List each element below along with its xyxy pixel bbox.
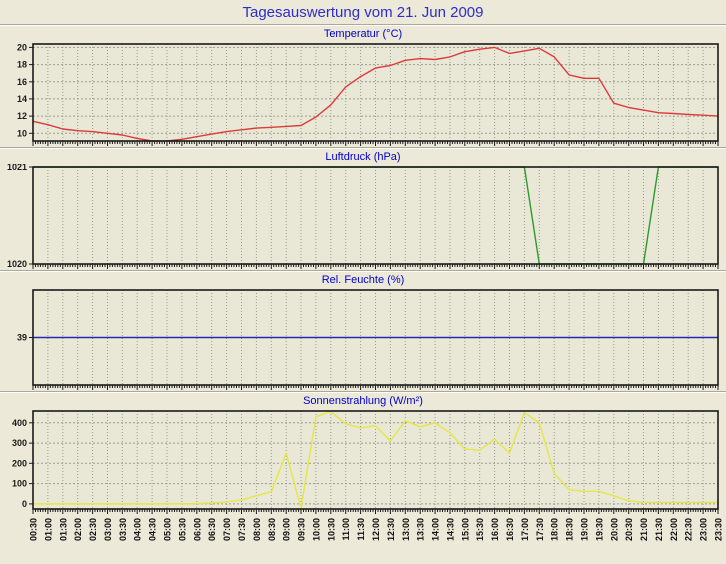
section-pressure: Luftdruck (hPa) 1021 1020 bbox=[0, 149, 726, 270]
chart-title-humidity: Rel. Feuchte (%) bbox=[321, 274, 405, 286]
x-tick-label: 12:00 bbox=[371, 518, 381, 541]
temperature-chart: 20 18 16 14 12 10 bbox=[17, 42, 719, 146]
x-tick-label: 22:30 bbox=[684, 518, 694, 541]
vertical-gridlines bbox=[47, 44, 704, 141]
y-tick-label: 0 bbox=[22, 499, 27, 509]
x-tick-label: 14:00 bbox=[431, 518, 441, 541]
x-tick-label: 02:30 bbox=[88, 518, 98, 541]
x-tick-label: 09:30 bbox=[297, 518, 307, 541]
x-tick-label: 16:00 bbox=[490, 518, 500, 541]
x-tick-label: 21:00 bbox=[639, 518, 649, 541]
y-axis: 1021 1020 bbox=[7, 164, 33, 269]
divider bbox=[0, 270, 726, 272]
x-tick-label: 05:30 bbox=[177, 518, 187, 541]
radiation-chart: 400 300 200 100 000:30 01:00 01:30 02:00 02:30 03… bbox=[12, 410, 724, 541]
divider bbox=[0, 24, 726, 26]
x-tick-label: 19:30 bbox=[594, 518, 604, 541]
x-tick-label: 04:00 bbox=[133, 518, 143, 541]
x-tick-label: 23:30 bbox=[714, 518, 724, 541]
y-axis: 20 18 16 14 12 10 bbox=[17, 42, 718, 138]
x-tick-label: 21:30 bbox=[654, 518, 664, 541]
x-tick-label: 20:00 bbox=[609, 518, 619, 541]
series-line bbox=[32, 46, 719, 142]
vertical-gridlines bbox=[47, 411, 704, 509]
x-tick-label: 10:00 bbox=[311, 518, 321, 541]
page-title: Tagesauswertung vom 21. Jun 2009 bbox=[242, 4, 484, 21]
x-tick-row bbox=[32, 509, 719, 514]
x-tick-label: 17:30 bbox=[535, 518, 545, 541]
x-tick-label: 13:30 bbox=[416, 518, 426, 541]
plot-border bbox=[32, 289, 719, 386]
y-tick-label: 1021 bbox=[7, 164, 27, 172]
vertical-gridlines bbox=[47, 167, 704, 264]
y-tick-label: 14 bbox=[17, 94, 27, 104]
x-tick-label: 01:00 bbox=[43, 518, 53, 541]
series-line bbox=[33, 410, 718, 509]
x-tick-label: 19:00 bbox=[580, 518, 590, 541]
x-tick-label: 14:30 bbox=[446, 518, 456, 541]
x-tick-label: 05:00 bbox=[163, 518, 173, 541]
plot-border bbox=[32, 166, 719, 265]
x-tick-label: 09:00 bbox=[282, 518, 292, 541]
x-tick-label: 17:00 bbox=[520, 518, 530, 541]
x-tick-label: 16:30 bbox=[505, 518, 515, 541]
y-tick-label: 300 bbox=[12, 438, 27, 448]
x-tick-label: 03:00 bbox=[103, 518, 113, 541]
y-tick-label: 1020 bbox=[7, 259, 27, 269]
x-tick-label: 22:00 bbox=[669, 518, 679, 541]
x-tick-label: 01:30 bbox=[58, 518, 68, 541]
humidity-chart: 39 bbox=[17, 289, 719, 390]
section-temperature: Temperatur (°C) 20 18 16 14 12 10 bbox=[0, 26, 726, 147]
x-tick-label: 07:30 bbox=[237, 518, 247, 541]
x-tick-label: 06:00 bbox=[192, 518, 202, 541]
divider bbox=[0, 391, 726, 393]
x-tick-label: 06:30 bbox=[207, 518, 217, 541]
chart-title-pressure: Luftdruck (hPa) bbox=[325, 151, 401, 163]
y-tick-label: 20 bbox=[17, 42, 27, 52]
x-tick-label: 00:30 bbox=[29, 518, 39, 541]
x-tick-label: 18:30 bbox=[565, 518, 575, 541]
y-tick-label: 16 bbox=[17, 77, 27, 87]
divider bbox=[0, 147, 726, 149]
pressure-chart: 1021 1020 bbox=[7, 164, 719, 269]
x-tick-label: 07:00 bbox=[222, 518, 232, 541]
y-tick-label: 18 bbox=[17, 60, 27, 70]
x-tick-label: 08:30 bbox=[267, 518, 277, 541]
x-tick-label: 20:30 bbox=[624, 518, 634, 541]
y-tick-label: 100 bbox=[12, 479, 27, 489]
y-tick-label: 400 bbox=[12, 418, 27, 428]
x-tick-label: 12:30 bbox=[386, 518, 396, 541]
x-tick-label: 10:30 bbox=[326, 518, 336, 541]
x-tick-label: 18:00 bbox=[550, 518, 560, 541]
section-radiation: Sonnenstrahlung (W/m²) 400 300 200 100 0 00:3… bbox=[0, 393, 726, 553]
x-axis-labels: 00:30 01:00 01:30 02:00 02:30 03:00 03:30 04:00… bbox=[29, 518, 724, 541]
x-tick-label: 11:30 bbox=[356, 518, 366, 541]
x-tick-label: 15:30 bbox=[475, 518, 485, 541]
x-tick-label: 03:30 bbox=[118, 518, 128, 541]
x-tick-label: 23:00 bbox=[699, 518, 709, 541]
vertical-gridlines bbox=[47, 290, 704, 385]
x-tick-label: 04:30 bbox=[148, 518, 158, 541]
y-tick-label: 39 bbox=[17, 333, 27, 343]
plot-border bbox=[32, 410, 719, 510]
x-tick-label: 13:00 bbox=[401, 518, 411, 541]
x-tick-label: 15:00 bbox=[460, 518, 470, 541]
chart-title-temperature: Temperatur (°C) bbox=[323, 28, 403, 40]
y-tick-label: 200 bbox=[12, 458, 27, 468]
chart-title-radiation: Sonnenstrahlung (W/m²) bbox=[303, 395, 423, 407]
x-tick-label: 11:00 bbox=[341, 518, 351, 541]
x-tick-label: 02:00 bbox=[73, 518, 83, 541]
x-tick-label: 08:00 bbox=[252, 518, 262, 541]
y-tick-label: 10 bbox=[17, 128, 27, 138]
y-tick-label: 12 bbox=[17, 111, 27, 121]
plot-border bbox=[32, 43, 719, 142]
section-humidity: Rel. Feuchte (%) 39 bbox=[0, 272, 726, 391]
